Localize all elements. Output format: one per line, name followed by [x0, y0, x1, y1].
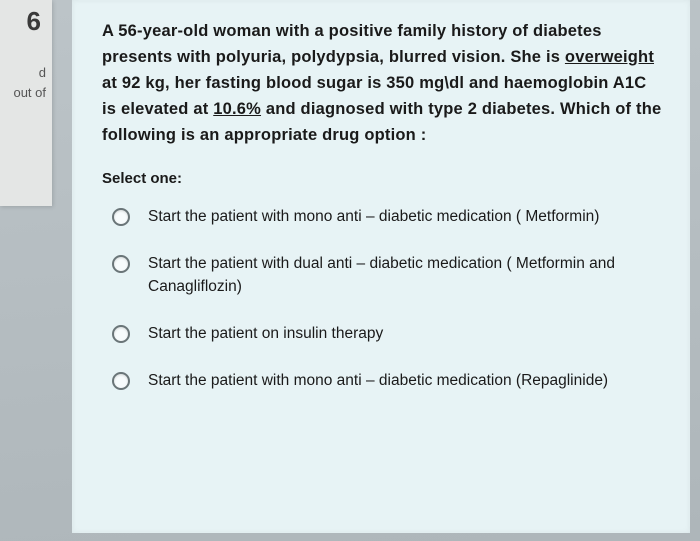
radio-icon[interactable]: [112, 372, 130, 390]
question-sidebar: 6 d out of: [0, 0, 52, 206]
sidebar-meta: d out of: [0, 63, 52, 103]
quiz-frame: 6 d out of A 56-year-old woman with a po…: [0, 0, 700, 541]
radio-icon[interactable]: [112, 325, 130, 343]
option-text: Start the patient with dual anti – diabe…: [148, 252, 664, 298]
option-text: Start the patient on insulin therapy: [148, 322, 383, 345]
option-text: Start the patient with mono anti – diabe…: [148, 205, 599, 228]
option-row[interactable]: Start the patient with dual anti – diabe…: [102, 242, 664, 312]
sidebar-line-1: d: [0, 63, 46, 83]
option-row[interactable]: Start the patient on insulin therapy: [102, 312, 664, 359]
radio-icon[interactable]: [112, 255, 130, 273]
select-one-label: Select one:: [102, 170, 664, 187]
question-number: 6: [0, 6, 52, 37]
option-row[interactable]: Start the patient with mono anti – diabe…: [102, 195, 664, 242]
sidebar-line-2: out of: [0, 83, 46, 103]
radio-icon[interactable]: [112, 208, 130, 226]
question-stem: A 56-year-old woman with a positive fami…: [102, 18, 664, 148]
stem-underline-a1c: 10.6%: [213, 100, 261, 118]
option-row[interactable]: Start the patient with mono anti – diabe…: [102, 359, 664, 406]
stem-underline-overweight: overweight: [565, 48, 654, 66]
options-group: Start the patient with mono anti – diabe…: [102, 195, 664, 406]
stem-part-0: A 56-year-old woman with a positive fami…: [102, 22, 602, 66]
question-card: A 56-year-old woman with a positive fami…: [72, 0, 690, 533]
option-text: Start the patient with mono anti – diabe…: [148, 369, 608, 392]
